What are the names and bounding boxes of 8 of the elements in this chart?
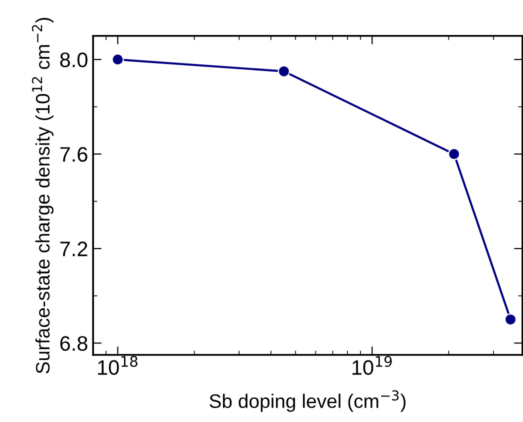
y-tick-label: 7.2 (60, 242, 88, 256)
y-axis-title: Surface-state charge density (10$^{12}$ cm$^{−2}$) (32, 18, 54, 374)
x-tick-label: 10$^{19}$ (352, 356, 392, 375)
y-tick-label: 8.0 (60, 52, 88, 68)
x-tick-label: 10$^{18}$ (98, 356, 138, 375)
x-axis-title: Sb doping level (cm$^{−3}$) (210, 390, 406, 412)
y-tick-label: 6.8 (60, 336, 88, 351)
y-tick-label: 7.6 (60, 147, 88, 162)
